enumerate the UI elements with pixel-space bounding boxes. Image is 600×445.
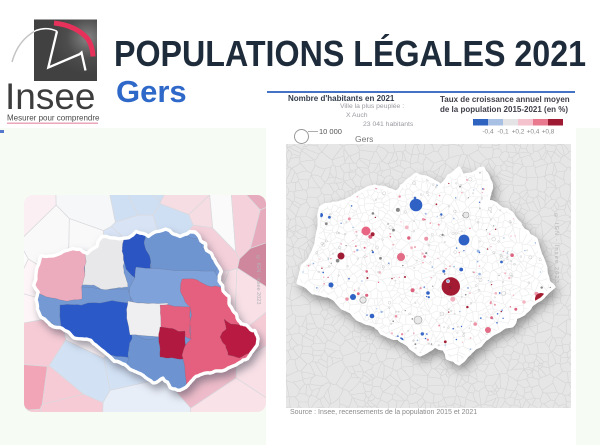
svg-text:+0,4: +0,4 [527,129,540,136]
svg-text:-0,1: -0,1 [497,129,509,136]
svg-text:x: x [449,285,452,291]
svg-text:+0,2: +0,2 [512,129,525,136]
svg-text:-0,4: -0,4 [482,129,494,136]
svg-text:+0,8: +0,8 [542,129,555,136]
svg-text:Insee: Insee [5,76,96,117]
svg-text:Mesurer pour comprendre: Mesurer pour comprendre [7,114,100,123]
